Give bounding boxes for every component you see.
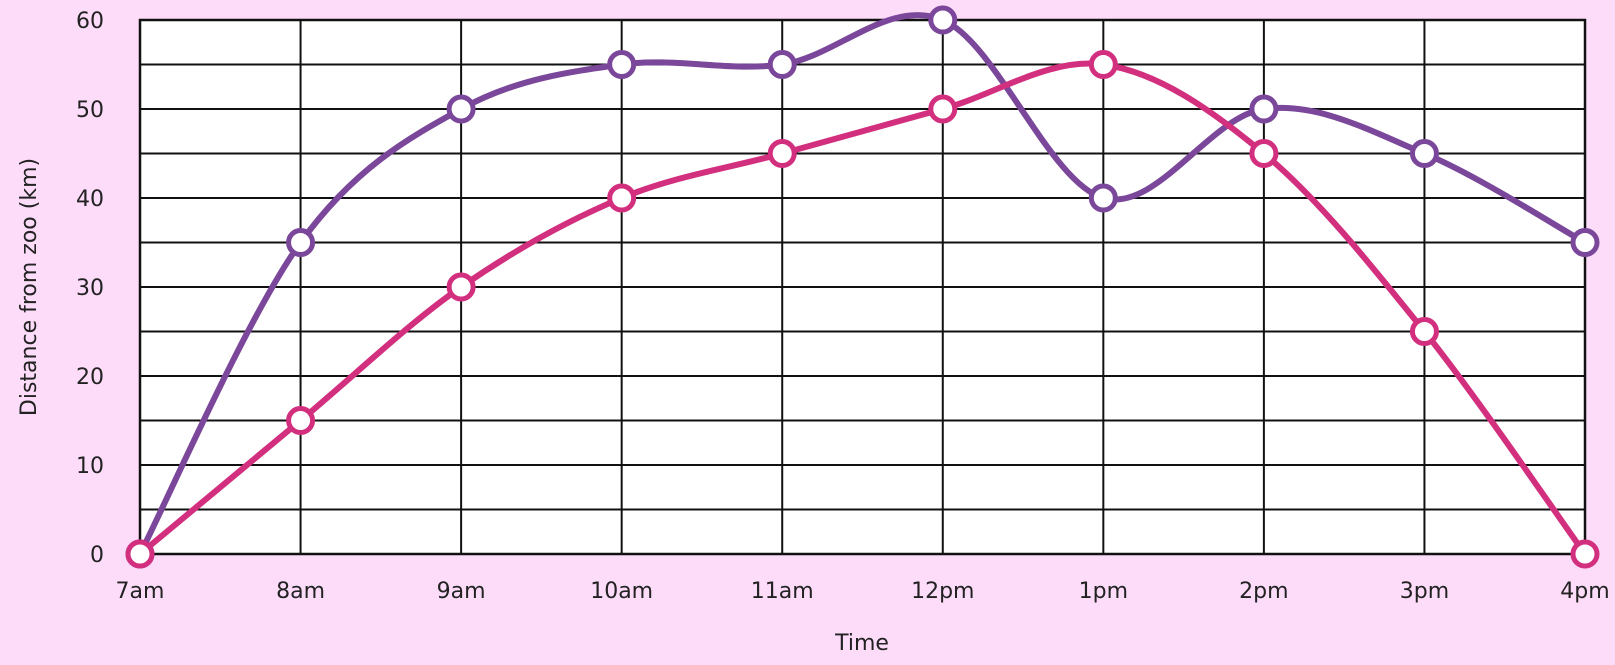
x-tick-label: 12pm [911, 579, 974, 604]
y-axis-title: Distance from zoo (km) [17, 158, 42, 416]
series-2-point [928, 94, 958, 124]
y-tick-label: 20 [76, 365, 104, 390]
plot-border [138, 18, 1587, 556]
series-1-line [137, 12, 1588, 557]
series-1-point [607, 50, 637, 79]
x-tick-label: 8am [276, 579, 325, 604]
series-2-point [125, 539, 155, 569]
x-tick-label: 9am [437, 579, 486, 604]
series-2-point [767, 139, 797, 168]
x-tick-label: 11am [751, 579, 814, 604]
series-2-point [607, 183, 637, 213]
series-2-point [1088, 50, 1118, 79]
series-1-point [1570, 228, 1600, 257]
x-tick-label: 2pm [1239, 579, 1288, 604]
y-tick-label: 60 [76, 9, 104, 34]
series-1-point [928, 5, 958, 35]
series-2-line [137, 60, 1588, 557]
series-1-point [446, 94, 476, 124]
x-tick-label: 1pm [1079, 579, 1128, 604]
y-tick-label: 40 [76, 187, 104, 212]
series-2-point [1249, 139, 1279, 168]
x-tick-label: 10am [590, 579, 653, 604]
series-2-point [286, 406, 316, 435]
series-layer [125, 5, 1600, 569]
series-2-point [446, 272, 476, 302]
x-tick-label: 4pm [1560, 579, 1609, 604]
x-tick-label: 3pm [1400, 579, 1449, 604]
x-tick-label: 7am [116, 579, 165, 604]
series-2-point [1409, 317, 1439, 346]
y-tick-label: 30 [76, 276, 104, 301]
y-tick-label: 50 [76, 98, 104, 123]
series-1-point [1409, 139, 1439, 168]
series-1-point [1249, 94, 1279, 124]
x-axis-title: Time [834, 631, 889, 656]
series-2-point [1570, 539, 1600, 569]
series-1-point [286, 228, 316, 257]
y-tick-label: 10 [76, 454, 104, 479]
series-1-point [1088, 183, 1118, 213]
grid-lines [139, 19, 1586, 555]
series-1-point [767, 50, 797, 79]
y-tick-label: 0 [90, 543, 104, 568]
x-axis-ticks: 7am 8am 9am 10am 11am 12pm 1pm 2pm 3pm 4pm [116, 579, 1610, 604]
y-axis-ticks: 0 10 20 30 40 50 60 [76, 9, 104, 568]
